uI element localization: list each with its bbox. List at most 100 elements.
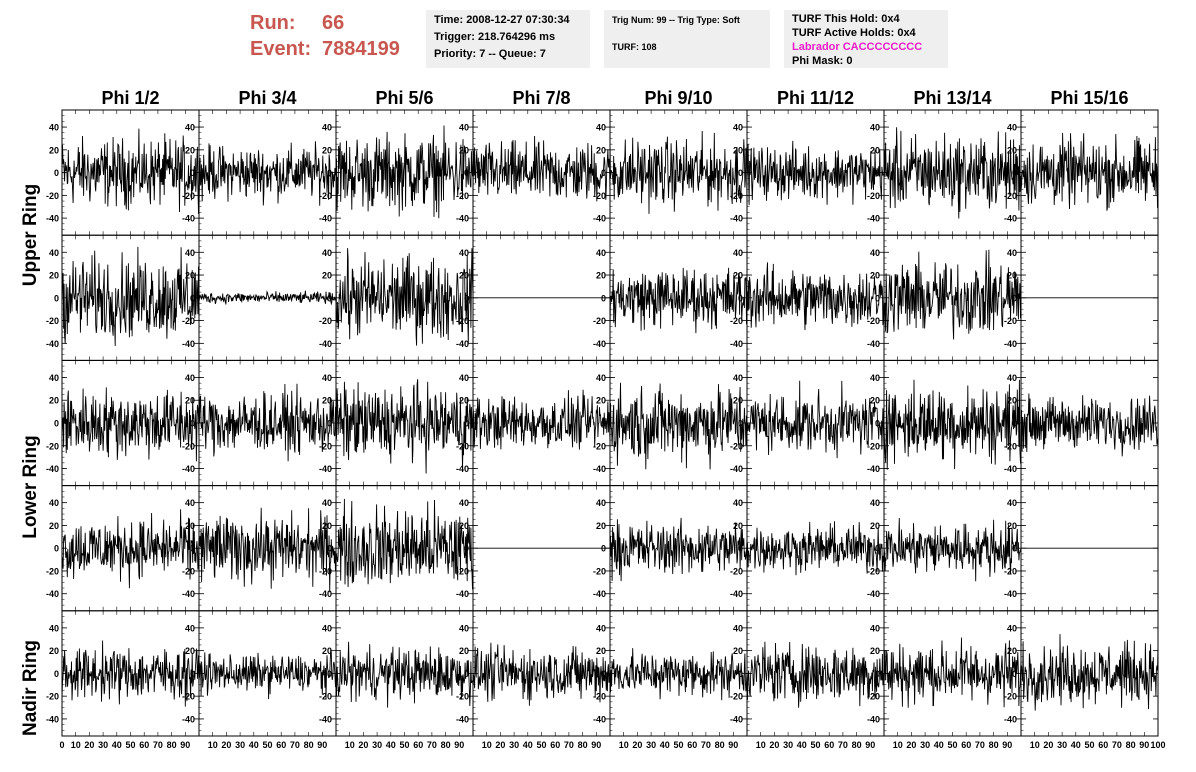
y-tick-label: 40 bbox=[870, 248, 880, 258]
y-tick-label: -40 bbox=[319, 589, 332, 599]
y-tick-label: -40 bbox=[730, 589, 743, 599]
y-tick-label: 0 bbox=[1012, 544, 1017, 554]
x-tick-label: 90 bbox=[317, 740, 327, 750]
y-tick-label: 40 bbox=[185, 623, 195, 633]
x-tick-label: 60 bbox=[824, 740, 834, 750]
y-tick-label: 40 bbox=[596, 623, 606, 633]
y-tick-label: -20 bbox=[182, 566, 195, 576]
event-value: 7884199 bbox=[322, 38, 400, 60]
y-tick-label: -40 bbox=[1004, 214, 1017, 224]
x-tick-label: 10 bbox=[1030, 740, 1040, 750]
y-tick-label: 20 bbox=[1007, 145, 1017, 155]
x-tick-label: 20 bbox=[495, 740, 505, 750]
y-tick-label: 40 bbox=[322, 623, 332, 633]
y-tick-label: -20 bbox=[46, 441, 59, 451]
x-tick-label: 50 bbox=[673, 740, 683, 750]
waveform-trace bbox=[883, 249, 1022, 340]
y-tick-label: 20 bbox=[49, 646, 59, 656]
y-tick-label: -40 bbox=[456, 339, 469, 349]
y-tick-label: 0 bbox=[190, 168, 195, 178]
y-tick-label: 20 bbox=[733, 145, 743, 155]
y-tick-label: -40 bbox=[456, 589, 469, 599]
y-tick-label: 20 bbox=[49, 271, 59, 281]
x-tick-label: 50 bbox=[947, 740, 957, 750]
run-label: Run: bbox=[250, 12, 296, 34]
panel-frame bbox=[746, 359, 885, 487]
y-tick-label: 0 bbox=[464, 419, 469, 429]
trig-num-box: Trig Num: 99 -- Trig Type: Soft TURF: 10… bbox=[604, 10, 770, 68]
x-tick-label: 30 bbox=[372, 740, 382, 750]
x-tick-label: 70 bbox=[838, 740, 848, 750]
phi-header: Phi 5/6 bbox=[375, 88, 434, 108]
y-tick-label: 20 bbox=[870, 396, 880, 406]
y-tick-label: 40 bbox=[185, 248, 195, 258]
x-tick-label: 60 bbox=[413, 740, 423, 750]
y-tick-label: -20 bbox=[456, 692, 469, 702]
y-tick-label: -20 bbox=[1004, 692, 1017, 702]
x-tick-label: 70 bbox=[975, 740, 985, 750]
y-tick-label: -20 bbox=[319, 692, 332, 702]
y-tick-label: 20 bbox=[596, 271, 606, 281]
y-tick-label: 20 bbox=[733, 646, 743, 656]
y-tick-label: -20 bbox=[593, 566, 606, 576]
y-tick-label: 40 bbox=[596, 123, 606, 133]
y-tick-label: 0 bbox=[327, 669, 332, 679]
waveform-trace bbox=[61, 246, 200, 347]
y-tick-label: -20 bbox=[1004, 566, 1017, 576]
waveform-trace bbox=[883, 127, 1022, 219]
waveform-trace bbox=[1020, 393, 1159, 457]
y-tick-label: -40 bbox=[319, 214, 332, 224]
y-tick-label: -20 bbox=[593, 692, 606, 702]
x-tick-label: 70 bbox=[564, 740, 574, 750]
x-tick-label: 90 bbox=[454, 740, 464, 750]
y-tick-label: 20 bbox=[596, 646, 606, 656]
y-tick-label: 40 bbox=[870, 498, 880, 508]
y-tick-label: -20 bbox=[1004, 316, 1017, 326]
y-tick-label: 40 bbox=[459, 248, 469, 258]
waveform-trace bbox=[746, 521, 885, 576]
y-tick-label: -40 bbox=[730, 464, 743, 474]
waveform-trace bbox=[61, 128, 200, 214]
x-tick-label: 80 bbox=[852, 740, 862, 750]
x-tick-label: 30 bbox=[920, 740, 930, 750]
waveform-trace bbox=[335, 379, 474, 474]
y-tick-label: 0 bbox=[601, 168, 606, 178]
x-tick-label: 80 bbox=[304, 740, 314, 750]
phi-mask-line: Phi Mask: 0 bbox=[792, 55, 853, 67]
y-tick-label: -20 bbox=[1004, 441, 1017, 451]
y-tick-label: 40 bbox=[596, 498, 606, 508]
y-tick-label: 20 bbox=[596, 396, 606, 406]
y-tick-label: 40 bbox=[49, 373, 59, 383]
x-tick-label: 10 bbox=[756, 740, 766, 750]
y-tick-label: -20 bbox=[593, 441, 606, 451]
x-tick-label: 40 bbox=[797, 740, 807, 750]
y-tick-label: 0 bbox=[464, 168, 469, 178]
waveform-trace bbox=[883, 517, 1022, 582]
y-tick-label: -20 bbox=[730, 692, 743, 702]
y-tick-label: 0 bbox=[327, 293, 332, 303]
y-tick-label: 0 bbox=[54, 669, 59, 679]
y-tick-label: 40 bbox=[185, 373, 195, 383]
y-tick-label: 20 bbox=[870, 521, 880, 531]
y-tick-label: 40 bbox=[870, 373, 880, 383]
y-tick-label: 0 bbox=[875, 544, 880, 554]
y-tick-label: 40 bbox=[1007, 123, 1017, 133]
waveform-trace bbox=[198, 383, 337, 462]
waveform-trace bbox=[198, 649, 337, 700]
x-tick-label: 60 bbox=[961, 740, 971, 750]
y-tick-label: 20 bbox=[1007, 521, 1017, 531]
y-tick-label: 20 bbox=[733, 521, 743, 531]
waveform-trace bbox=[198, 141, 337, 209]
y-tick-label: -40 bbox=[1004, 339, 1017, 349]
x-tick-label: 50 bbox=[262, 740, 272, 750]
priority-line: Priority: 7 -- Queue: 7 bbox=[434, 48, 546, 60]
y-tick-label: -20 bbox=[456, 316, 469, 326]
x-tick-label: 50 bbox=[536, 740, 546, 750]
y-tick-label: 40 bbox=[49, 498, 59, 508]
y-tick-label: -40 bbox=[182, 464, 195, 474]
waveform-trace bbox=[746, 262, 885, 331]
y-tick-label: 20 bbox=[322, 271, 332, 281]
y-tick-label: 20 bbox=[1007, 271, 1017, 281]
y-tick-label: -20 bbox=[46, 566, 59, 576]
waveform-trace bbox=[472, 389, 611, 450]
